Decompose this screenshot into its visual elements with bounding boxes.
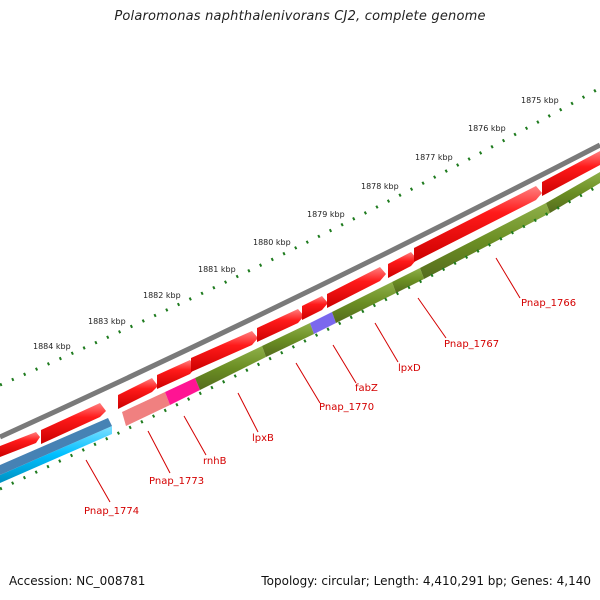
genome-backbone: [0, 142, 600, 440]
cds-arrow: [0, 432, 40, 457]
cds-arrow: [257, 309, 304, 342]
gene-label-lpxB: lpxB: [252, 433, 274, 444]
footer-accession: Accession: NC_008781: [9, 574, 146, 588]
callout-line: [495, 257, 521, 299]
gene-bar-pnap-1774: [0, 418, 112, 475]
tick-label-1880: 1880 kbp: [253, 238, 291, 247]
gene-label-pnap-1766: Pnap_1766: [521, 298, 576, 309]
gene-track: [0, 172, 600, 483]
callout-line: [332, 344, 357, 384]
tick-label-1878: 1878 kbp: [361, 182, 399, 191]
callout-line: [417, 297, 447, 339]
callout-line: [374, 322, 399, 363]
tick-label-1883: 1883 kbp: [88, 317, 126, 326]
gene-bar-pnap-1770: [262, 323, 314, 357]
callout-line: [85, 459, 111, 503]
tick-label-1881: 1881 kbp: [198, 265, 236, 274]
gene-label-pnap-1770: Pnap_1770: [319, 402, 374, 413]
gene-labels: Pnap_1766 Pnap_1767 lpxD fabZ Pnap_1770 …: [84, 298, 576, 517]
cds-arrow: [414, 186, 542, 262]
gene-label-pnap-1774: Pnap_1774: [84, 506, 139, 517]
gene-bar-fabZ: [310, 312, 336, 334]
callout-line: [295, 362, 321, 404]
gene-bar-pnap-1773: [122, 392, 170, 426]
callout-line: [237, 392, 259, 433]
ruler-minor-dots: [0, 86, 600, 387]
gene-bar-lpxD: [332, 282, 396, 323]
cds-arrow: [388, 252, 417, 278]
cds-arrow: [302, 296, 328, 320]
callout-line: [147, 430, 171, 474]
ruler: 1875 kbp 1876 kbp 1877 kbp 1878 kbp 1879…: [0, 86, 600, 387]
gene-bar-lpxB: [195, 346, 266, 390]
forward-cds-track: [0, 151, 600, 457]
cds-arrow: [157, 360, 196, 389]
cds-arrow: [542, 151, 600, 196]
tick-label-1879: 1879 kbp: [307, 210, 345, 219]
tick-label-1882: 1882 kbp: [143, 291, 181, 300]
gene-label-pnap-1767: Pnap_1767: [444, 339, 499, 350]
gene-label-rnhB: rnhB: [203, 456, 227, 467]
gene-label-pnap-1773: Pnap_1773: [149, 476, 204, 487]
gene-bar-pnap-1774-forward: [0, 426, 112, 483]
gene-callouts: [85, 257, 521, 503]
gene-bar-pnap-1766: [420, 203, 550, 279]
tick-label-1884: 1884 kbp: [33, 342, 71, 351]
gene-bar-rnhB: [165, 378, 200, 405]
callout-line: [183, 415, 207, 456]
ruler-labels: 1875 kbp 1876 kbp 1877 kbp 1878 kbp 1879…: [33, 96, 559, 351]
tick-label-1876: 1876 kbp: [468, 124, 506, 133]
gene-bar-next: [546, 172, 600, 213]
cds-arrow: [327, 267, 386, 308]
cds-arrow: [41, 403, 106, 444]
cds-arrow: [191, 331, 258, 372]
gene-bar-pnap-1767: [392, 268, 424, 293]
tick-label-1875: 1875 kbp: [521, 96, 559, 105]
cds-arrow: [118, 378, 158, 409]
gene-label-lpxD: lpxD: [398, 363, 421, 374]
map-title: Polaromonas naphthalenivorans CJ2, compl…: [114, 9, 486, 24]
footer-summary: Topology: circular; Length: 4,410,291 bp…: [261, 574, 591, 588]
tick-label-1877: 1877 kbp: [415, 153, 453, 162]
gene-label-fabZ: fabZ: [355, 383, 378, 394]
